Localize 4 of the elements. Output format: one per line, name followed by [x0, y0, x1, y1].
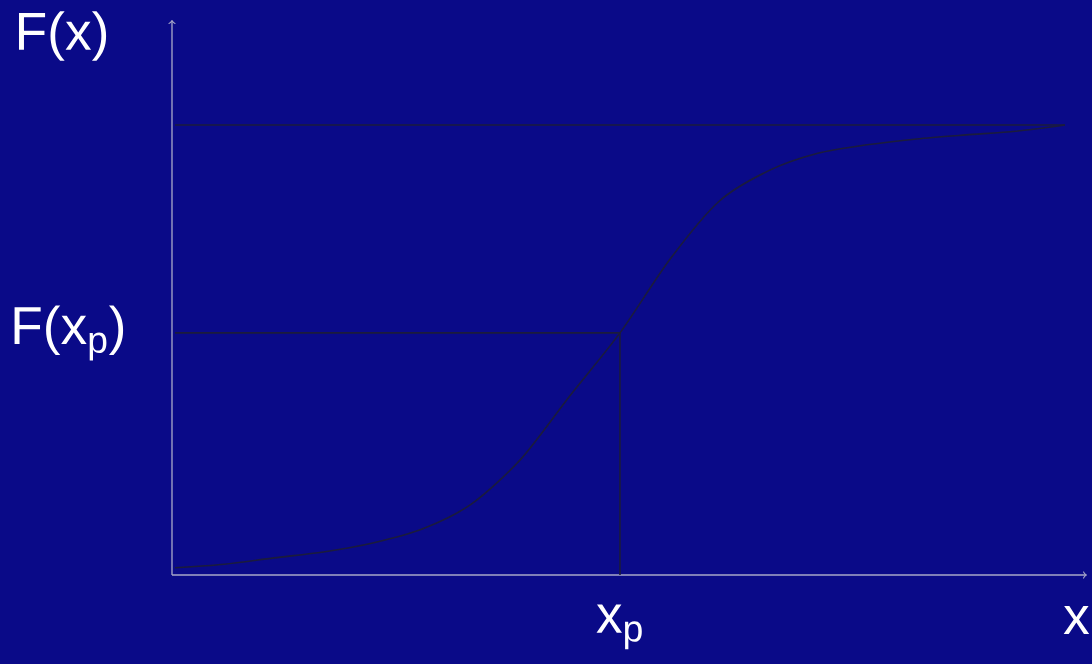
ref-line-label: F(x$_{p}$)	[14, 305, 124, 361]
y-axis-title: F(x)	[18, 11, 107, 61]
text: x$_{p}$	[596, 604, 642, 650]
x-axis-title: x	[1063, 605, 1090, 635]
